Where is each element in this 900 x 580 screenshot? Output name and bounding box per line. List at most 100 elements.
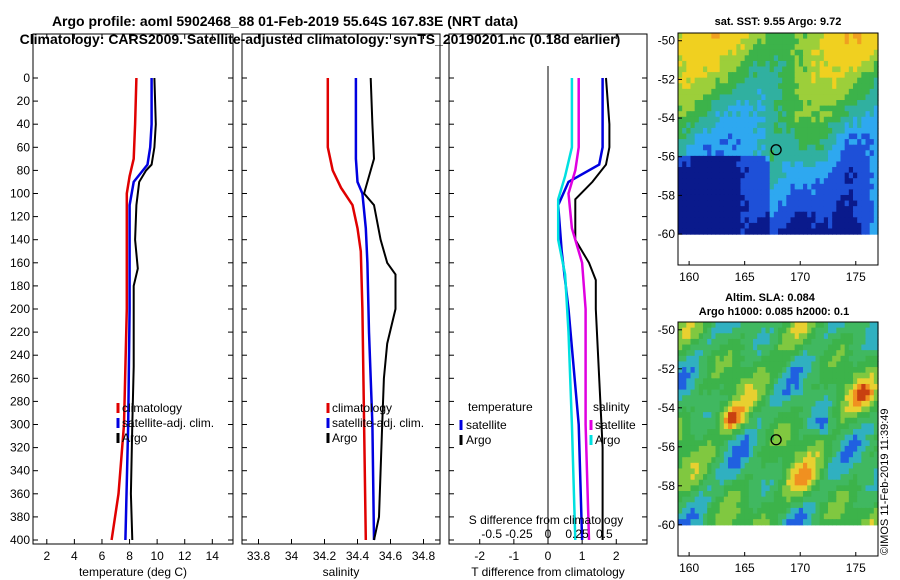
sla-map-cell bbox=[865, 338, 871, 346]
sla-map-cell bbox=[711, 378, 717, 385]
sla-map-cell bbox=[844, 338, 850, 346]
sla-map-cell bbox=[736, 383, 742, 391]
sla-map-cell bbox=[865, 367, 871, 374]
sla-map-cell bbox=[869, 389, 875, 396]
sst-map-cell bbox=[873, 206, 879, 213]
sla-map-cell bbox=[711, 457, 717, 464]
sla-map-cell bbox=[832, 440, 837, 447]
sst-map-cell bbox=[857, 183, 862, 190]
sst-map-cell bbox=[828, 211, 833, 218]
sla-map-cell bbox=[723, 361, 729, 368]
sst-map-cell bbox=[828, 183, 833, 190]
sla-map-cell bbox=[753, 361, 758, 368]
sst-map-cell bbox=[832, 49, 837, 56]
sst-map-cell bbox=[757, 133, 762, 140]
sst-map-cell bbox=[861, 178, 867, 185]
sla-map-cell bbox=[719, 479, 725, 486]
sla-map-cell bbox=[865, 417, 871, 424]
sst-map-cell bbox=[815, 72, 821, 79]
sst-map-cell bbox=[848, 150, 854, 157]
sla-map-cell bbox=[719, 383, 725, 391]
sla-map-cell bbox=[832, 429, 837, 436]
sla-map-cell bbox=[748, 451, 754, 458]
sla-map-cell bbox=[690, 434, 696, 441]
sla-map-cell bbox=[807, 367, 812, 374]
sla-map-cell bbox=[769, 519, 775, 526]
sla-map-cell bbox=[769, 355, 775, 363]
sla-map-cell bbox=[861, 462, 867, 470]
sla-map-cell bbox=[769, 333, 775, 340]
sla-map-cell bbox=[715, 361, 721, 368]
sst-map-cell bbox=[711, 189, 717, 196]
sla-map-cell bbox=[811, 383, 817, 391]
sla-map-cell bbox=[782, 491, 787, 498]
sla-map-cell bbox=[840, 440, 846, 447]
sst-map-cell bbox=[740, 122, 746, 129]
sst-map-cell bbox=[861, 44, 867, 51]
sla-map-cell bbox=[807, 519, 812, 526]
sla-map-cell bbox=[744, 322, 750, 329]
diff-s-tick-label: 0 bbox=[545, 527, 552, 541]
sst-map-cell bbox=[698, 155, 704, 163]
sst-map-cell bbox=[748, 172, 754, 179]
sla-map-cell bbox=[836, 479, 842, 486]
sla-map-cell bbox=[707, 507, 712, 515]
sla-map-cell bbox=[857, 417, 862, 424]
sla-map-cell bbox=[803, 423, 808, 430]
sst-map-cell bbox=[790, 55, 796, 62]
sla-map-cell bbox=[790, 519, 796, 526]
sst-map-cell bbox=[853, 38, 858, 45]
sst-map-cell bbox=[840, 60, 846, 68]
sla-map-cell bbox=[707, 412, 712, 419]
sla-map-cell bbox=[803, 417, 808, 424]
sst-map-cell bbox=[857, 72, 862, 79]
sst-map-cell bbox=[840, 150, 846, 157]
sla-map-cell bbox=[823, 333, 829, 340]
sla-map-cell bbox=[682, 395, 687, 402]
sst-map-cell bbox=[823, 127, 829, 135]
sla-map-cell bbox=[698, 429, 704, 436]
sst-map-cell bbox=[828, 222, 833, 230]
sst-map-cell bbox=[740, 194, 746, 202]
sla-map-cell bbox=[844, 474, 850, 481]
sst-map-cell bbox=[740, 200, 746, 207]
sst-map-cell bbox=[736, 33, 742, 40]
sla-map-cell bbox=[773, 429, 779, 436]
sst-map-cell bbox=[719, 228, 725, 235]
sla-map-cell bbox=[794, 462, 800, 470]
sst-map-cell bbox=[773, 88, 779, 96]
sst-map-cell bbox=[690, 228, 696, 235]
sla-map-cell bbox=[803, 496, 808, 503]
sla-map-cell bbox=[869, 367, 875, 374]
sst-map-cell bbox=[823, 167, 829, 174]
sst-map-cell bbox=[853, 172, 858, 179]
sla-map-cell bbox=[857, 429, 862, 436]
sst-map-cell bbox=[836, 167, 842, 174]
sst-map-cell bbox=[853, 133, 858, 140]
sst-map-cell bbox=[686, 111, 692, 118]
sla-map-cell bbox=[865, 383, 871, 391]
sst-map-cell bbox=[769, 116, 775, 123]
sst-map-cell bbox=[790, 105, 796, 112]
sla-map-cell bbox=[686, 513, 692, 520]
sst-map-cell bbox=[778, 133, 783, 140]
sla-map-cell bbox=[736, 451, 742, 458]
depth-tick-label: 320 bbox=[10, 441, 30, 455]
sst-map-cell bbox=[861, 133, 867, 140]
sla-map-cell bbox=[765, 479, 771, 486]
sla-map-cell bbox=[715, 333, 721, 340]
sst-map-cell bbox=[769, 167, 775, 174]
sla-map-cell bbox=[811, 502, 817, 509]
sst-map-cell bbox=[807, 105, 812, 112]
sst-map-cell bbox=[790, 49, 796, 56]
sst-map-cell bbox=[757, 55, 762, 62]
sla-map-cell bbox=[828, 412, 833, 419]
sla-map-cell bbox=[682, 440, 687, 447]
sla-map-cell bbox=[819, 468, 825, 475]
sla-map-cell bbox=[853, 372, 858, 379]
sst-map-cell bbox=[853, 122, 858, 129]
sla-map-cell bbox=[690, 479, 696, 486]
sla-map-cell bbox=[790, 327, 796, 334]
sst-map-cell bbox=[773, 33, 779, 40]
sst-map-cell bbox=[794, 167, 800, 174]
